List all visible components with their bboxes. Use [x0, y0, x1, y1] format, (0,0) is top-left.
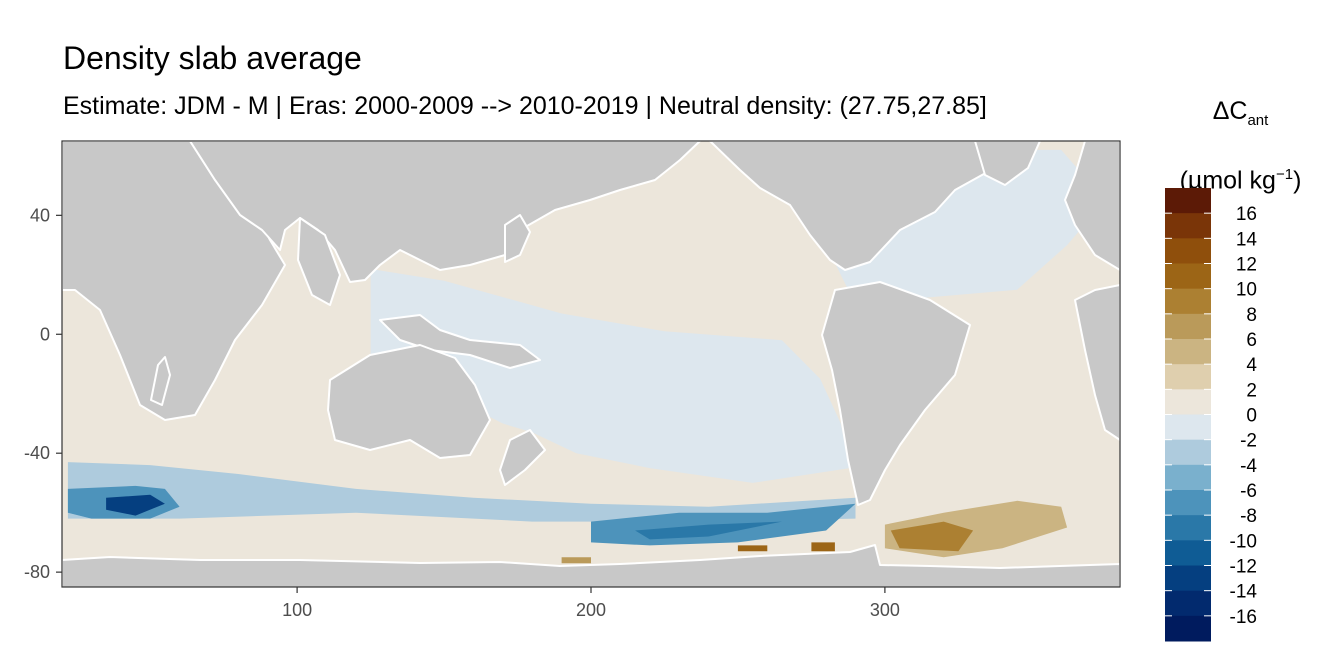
west-africa-land [1074, 284, 1120, 441]
legend-unit-close: ) [1293, 166, 1302, 195]
legend-title-main: ΔC [1212, 97, 1248, 125]
legend-swatch [1165, 414, 1211, 441]
legend-title: ΔCant (µmol kg−1) [1163, 84, 1318, 207]
legend-label: -14 [1230, 582, 1258, 603]
legend-swatch [1165, 590, 1211, 617]
region-equatorial-pacific [370, 268, 850, 483]
legend-label: -16 [1230, 607, 1257, 628]
y-tick-label: -80 [24, 562, 50, 582]
legend-swatch [1165, 439, 1211, 466]
y-axis: 40 0 -40 -80 [24, 205, 62, 582]
legend-label: -2 [1240, 431, 1257, 452]
legend-label: 12 [1236, 255, 1257, 276]
legend-swatch [1165, 339, 1211, 365]
legend-unit-sup: −1 [1275, 166, 1294, 183]
legend-swatch [1165, 389, 1211, 415]
legend-swatch [1165, 540, 1211, 566]
legend-variable: ΔCant [1163, 84, 1318, 148]
legend-label: 2 [1246, 380, 1257, 401]
legend-swatch [1165, 490, 1211, 516]
x-tick-label: 300 [870, 600, 900, 620]
legend-unit: (µmol kg−1) [1163, 148, 1318, 207]
legend-label: 4 [1246, 355, 1257, 376]
eurasia-land [189, 141, 701, 283]
legend-swatch [1165, 288, 1211, 315]
legend-swatch [1165, 364, 1211, 390]
japan-land [504, 214, 531, 263]
legend-swatch [1165, 263, 1211, 290]
region-weddell-deep-core [106, 494, 165, 516]
new-zealand-land [499, 429, 546, 486]
region-antarctic-margin-warm [737, 545, 768, 552]
chart-subtitle: Estimate: JDM - M | Eras: 2000-2009 --> … [63, 92, 987, 120]
legend-label: -6 [1240, 481, 1257, 502]
antarctica-land [62, 544, 1120, 587]
australia-land [327, 344, 491, 459]
legend-label: 14 [1236, 229, 1258, 250]
legend-label: -10 [1230, 531, 1257, 552]
legend-label: -8 [1240, 506, 1257, 527]
legend-swatch [1165, 313, 1211, 340]
legend-title-sub: ant [1247, 112, 1269, 129]
europe-land [1064, 141, 1120, 271]
legend-swatch [1165, 213, 1211, 239]
legend-swatch [1165, 238, 1211, 264]
legend-label: 0 [1246, 406, 1257, 427]
region-antarctic-margin-warm-3 [561, 557, 591, 564]
y-tick-label: 40 [30, 205, 50, 225]
y-tick-label: -40 [24, 443, 50, 463]
legend-swatch [1165, 188, 1211, 214]
greenland-land [974, 141, 1041, 186]
x-axis: 100 200 300 [282, 587, 900, 620]
india-land [297, 217, 341, 306]
legend-label: -4 [1240, 456, 1257, 477]
legend-swatch [1165, 515, 1211, 541]
legend-swatch [1165, 615, 1211, 642]
x-tick-label: 200 [576, 600, 606, 620]
legend-label: 10 [1236, 280, 1257, 301]
legend-label: 8 [1246, 305, 1257, 326]
region-ross-core [635, 521, 782, 540]
legend-swatch [1165, 565, 1211, 592]
y-tick-label: 0 [40, 324, 50, 344]
legend: 16 14 12 10 8 6 4 2 0 -2 -4 -6 -8 -10 -12 -14 -16 [1165, 188, 1257, 642]
legend-swatch [1165, 464, 1211, 491]
region-southern-indian-belt [67, 462, 856, 522]
legend-label: -12 [1230, 557, 1257, 578]
madagascar-land [150, 356, 171, 406]
south-america-land [821, 281, 971, 506]
region-antarctic-margin-warm-2 [811, 542, 835, 552]
region-weddell-warm-core [890, 521, 974, 552]
legend-label: 6 [1246, 330, 1257, 351]
chart-title: Density slab average [63, 40, 362, 76]
x-tick-label: 100 [282, 600, 312, 620]
legend-label: 16 [1236, 204, 1257, 225]
